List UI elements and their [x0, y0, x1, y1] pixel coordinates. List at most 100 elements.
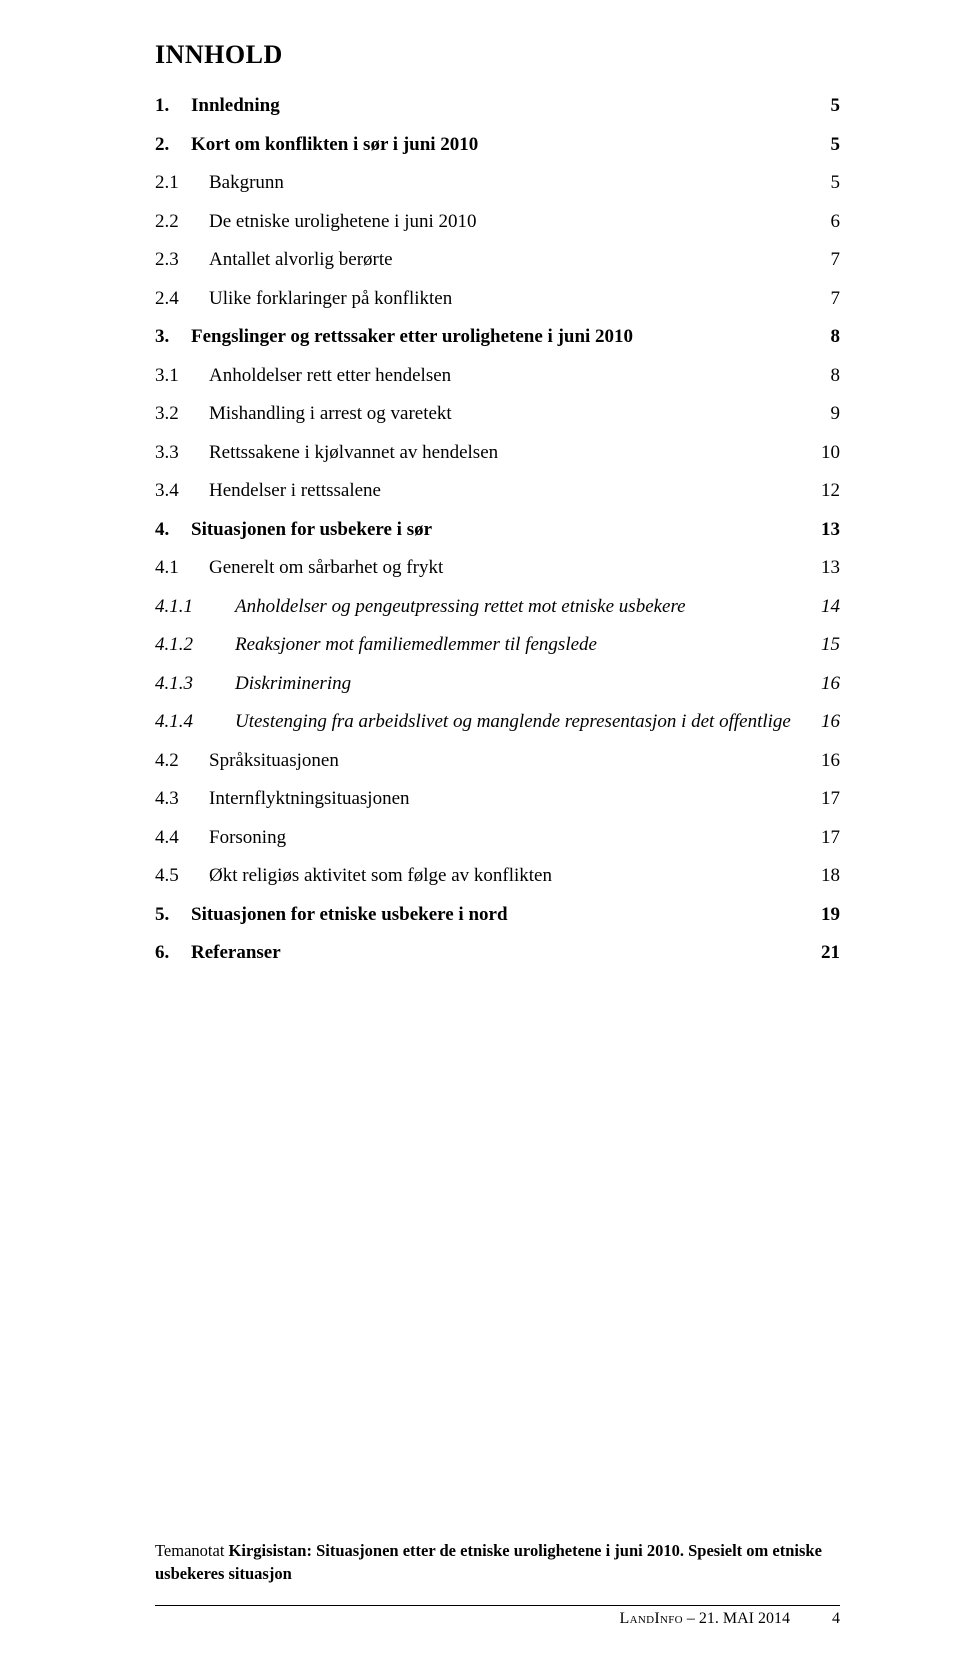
- toc-entry-page: 5: [827, 131, 841, 160]
- toc-entry: 4.2Språksituasjonen 16: [155, 747, 840, 776]
- toc-entry-page: 12: [817, 477, 840, 506]
- toc-entry: 4.1.2Reaksjoner mot familiemedlemmer til…: [155, 631, 840, 660]
- toc-entry-number: 3.2: [155, 400, 209, 429]
- toc-entry: 3.3Rettssakene i kjølvannet av hendelsen…: [155, 439, 840, 468]
- footer-source-rest: – 21. MAI 2014: [683, 1610, 790, 1627]
- toc-entry-page: 14: [817, 593, 840, 622]
- toc-entry: 2.2De etniske urolighetene i juni 20106: [155, 208, 840, 237]
- toc-entry-title: Språksituasjonen: [209, 747, 339, 776]
- toc-entry-number: 5.: [155, 901, 191, 930]
- toc-entry-number: 6.: [155, 939, 191, 968]
- toc-entry-number: 4.4: [155, 824, 209, 853]
- toc-entry-title: Anholdelser rett etter hendelsen: [209, 362, 451, 391]
- toc-entry-number: 4.1.1: [155, 593, 235, 622]
- toc-entry-title: Forsoning: [209, 824, 286, 853]
- toc-entry: 4.1.3Diskriminering 16: [155, 670, 840, 699]
- toc-entry-title: Kort om konflikten i sør i juni 2010: [191, 131, 478, 160]
- toc-entry-page: 21: [817, 939, 840, 968]
- toc-entry-title: Økt religiøs aktivitet som følge av konf…: [209, 862, 552, 891]
- toc-entry-page: 5: [827, 169, 841, 198]
- toc-entry-title: Mishandling i arrest og varetekt: [209, 400, 452, 429]
- toc-entry: 3.1Anholdelser rett etter hendelsen 8: [155, 362, 840, 391]
- toc-entry-number: 2.4: [155, 285, 209, 314]
- toc-entry: 3.Fengslinger og rettssaker etter urolig…: [155, 323, 840, 352]
- toc-entry-title: De etniske urolighetene i juni 2010: [209, 208, 477, 237]
- toc-entry-page: 7: [827, 285, 841, 314]
- toc-entry-number: 3.3: [155, 439, 209, 468]
- toc-entry-page: 8: [827, 323, 841, 352]
- toc-entry-page: 13: [817, 516, 840, 545]
- toc-entry-page: 8: [827, 362, 841, 391]
- footer-page-number: 4: [812, 1610, 840, 1628]
- footer-note-title: Kirgisistan: Situasjonen etter de etnisk…: [155, 1541, 822, 1582]
- toc-entry-page: 10: [817, 439, 840, 468]
- toc-entry-title: Anholdelser og pengeutpressing rettet mo…: [235, 593, 686, 622]
- toc-entry-page: 6: [827, 208, 841, 237]
- toc-entry-number: 4.3: [155, 785, 209, 814]
- toc-entry: 4.1.4Utestenging fra arbeidslivet og man…: [155, 708, 840, 737]
- toc-entry-number: 4.2: [155, 747, 209, 776]
- toc-entry-number: 2.: [155, 131, 191, 160]
- toc-entry-title: Bakgrunn: [209, 169, 284, 198]
- toc-entry-title: Reaksjoner mot familiemedlemmer til feng…: [235, 631, 597, 660]
- toc-entry: 4.1Generelt om sårbarhet og frykt 13: [155, 554, 840, 583]
- toc-entry-number: 2.3: [155, 246, 209, 275]
- toc-entry-number: 4.1.2: [155, 631, 235, 660]
- toc-heading: INNHOLD: [155, 40, 840, 70]
- toc-entry-title: Utestenging fra arbeidslivet og manglend…: [235, 708, 791, 737]
- toc-entry: 4.1.1Anholdelser og pengeutpressing rett…: [155, 593, 840, 622]
- toc-entry-number: 4.1: [155, 554, 209, 583]
- toc-entry-title: Situasjonen for etniske usbekere i nord: [191, 901, 508, 930]
- toc-entry: 4.4Forsoning 17: [155, 824, 840, 853]
- toc-entry-title: Generelt om sårbarhet og frykt: [209, 554, 443, 583]
- toc-entry-number: 4.: [155, 516, 191, 545]
- toc-entry-number: 1.: [155, 92, 191, 121]
- toc-entry: 2.1Bakgrunn 5: [155, 169, 840, 198]
- toc-entry-title: Innledning: [191, 92, 280, 121]
- footer-note-prefix: Temanotat: [155, 1541, 229, 1560]
- toc-entry-title: Fengslinger og rettssaker etter urolighe…: [191, 323, 633, 352]
- toc-entry-title: Diskriminering: [235, 670, 351, 699]
- toc-entry: 1.Innledning5: [155, 92, 840, 121]
- toc-entry-number: 4.1.3: [155, 670, 235, 699]
- footer-note: Temanotat Kirgisistan: Situasjonen etter…: [155, 1540, 840, 1585]
- document-page: INNHOLD 1.Innledning52.Kort om konflikte…: [0, 0, 960, 1680]
- toc-entry-page: 18: [817, 862, 840, 891]
- toc-entry: 5.Situasjonen for etniske usbekere i nor…: [155, 901, 840, 930]
- toc-entry-page: 16: [817, 670, 840, 699]
- toc-entry-page: 13: [817, 554, 840, 583]
- toc-entry-number: 3.: [155, 323, 191, 352]
- toc-entry-page: 16: [817, 708, 840, 737]
- toc-entry-number: 4.5: [155, 862, 209, 891]
- toc-entry: 4.5Økt religiøs aktivitet som følge av k…: [155, 862, 840, 891]
- toc-entry: 2.3Antallet alvorlig berørte 7: [155, 246, 840, 275]
- toc-entry: 4.3Internflyktningsituasjonen 17: [155, 785, 840, 814]
- table-of-contents: 1.Innledning52.Kort om konflikten i sør …: [155, 92, 840, 968]
- toc-entry-page: 16: [817, 747, 840, 776]
- toc-entry-title: Situasjonen for usbekere i sør: [191, 516, 432, 545]
- toc-entry-page: 15: [817, 631, 840, 660]
- toc-entry-title: Internflyktningsituasjonen: [209, 785, 410, 814]
- toc-entry: 4.Situasjonen for usbekere i sør 13: [155, 516, 840, 545]
- toc-entry-page: 7: [827, 246, 841, 275]
- toc-entry: 6.Referanser 21: [155, 939, 840, 968]
- footer-bar: LandInfo – 21. MAI 2014 4: [155, 1605, 840, 1628]
- toc-entry-page: 17: [817, 785, 840, 814]
- toc-entry: 3.4Hendelser i rettssalene12: [155, 477, 840, 506]
- toc-entry: 2.Kort om konflikten i sør i juni 2010 5: [155, 131, 840, 160]
- toc-entry-number: 2.1: [155, 169, 209, 198]
- toc-entry-title: Rettssakene i kjølvannet av hendelsen: [209, 439, 498, 468]
- toc-entry-number: 4.1.4: [155, 708, 235, 737]
- page-footer: Temanotat Kirgisistan: Situasjonen etter…: [155, 1540, 840, 1628]
- toc-entry: 2.4Ulike forklaringer på konflikten 7: [155, 285, 840, 314]
- toc-entry-page: 17: [817, 824, 840, 853]
- toc-entry-title: Ulike forklaringer på konflikten: [209, 285, 452, 314]
- toc-entry-page: 9: [827, 400, 841, 429]
- toc-entry-title: Referanser: [191, 939, 281, 968]
- toc-entry-number: 3.1: [155, 362, 209, 391]
- toc-entry-title: Hendelser i rettssalene: [209, 477, 381, 506]
- footer-source-smallcaps: LandInfo: [620, 1610, 683, 1627]
- toc-entry-page: 19: [817, 901, 840, 930]
- toc-entry: 3.2Mishandling i arrest og varetekt 9: [155, 400, 840, 429]
- toc-entry-title: Antallet alvorlig berørte: [209, 246, 393, 275]
